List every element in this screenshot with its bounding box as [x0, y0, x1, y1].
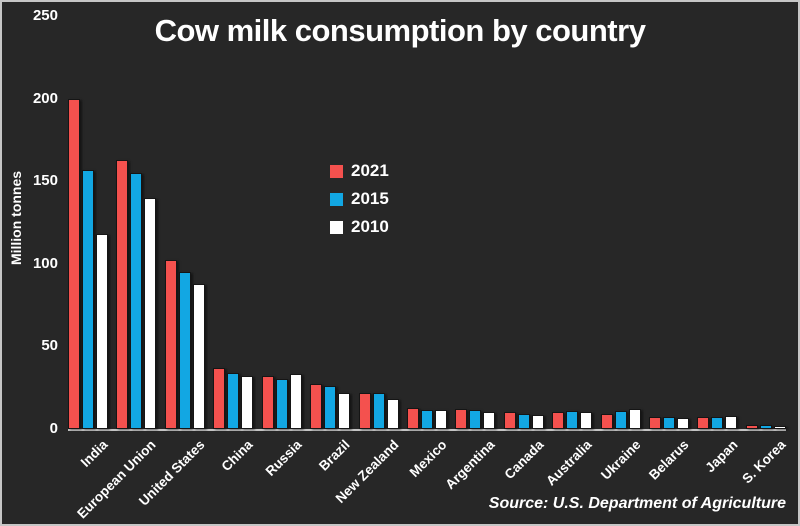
bar-group-s-korea: [745, 425, 786, 429]
bar-2010-ukraine: [628, 409, 641, 429]
bar-2015-china: [227, 373, 240, 429]
x-label-india: India: [77, 437, 111, 470]
x-label-european-union: European Union: [74, 437, 160, 522]
bar-2015-japan: [711, 417, 724, 429]
bar-2015-new-zealand: [372, 393, 385, 429]
bar-2015-united-states: [178, 272, 191, 429]
bar-2021-new-zealand: [358, 393, 371, 429]
x-label-china: China: [218, 437, 256, 475]
bar-2015-s-korea: [759, 425, 772, 429]
bar-2010-australia: [580, 412, 593, 429]
bar-group-japan: [697, 416, 738, 429]
bar-2021-argentina: [455, 409, 468, 429]
x-label-mexico: Mexico: [406, 437, 450, 480]
y-tick-50: 50: [41, 337, 58, 355]
legend-item-2021: 2021: [330, 162, 389, 180]
bar-2015-mexico: [420, 410, 433, 429]
bar-group-belarus: [649, 417, 690, 429]
bar-2010-new-zealand: [386, 399, 399, 429]
bar-group-ukraine: [600, 409, 641, 429]
legend-item-2015: 2015: [330, 190, 389, 208]
bar-2010-mexico: [434, 410, 447, 429]
source-note: Source: U.S. Department of Agriculture: [488, 495, 786, 512]
bar-2021-s-korea: [745, 425, 758, 429]
y-tick-150: 150: [32, 172, 58, 190]
bar-group-european-union: [116, 160, 157, 429]
chart-title: Cow milk consumption by country: [154, 13, 646, 48]
bar-group-argentina: [455, 409, 496, 429]
bar-2010-belarus: [677, 418, 690, 429]
bar-group-united-states: [164, 260, 205, 429]
legend-label-2021: 2021: [351, 161, 389, 180]
legend-item-2010: 2010: [330, 218, 389, 236]
plot-area: [68, 16, 786, 431]
legend-label-2010: 2010: [351, 217, 389, 236]
bar-2021-canada: [503, 412, 516, 429]
chart-legend: 2021 2015 2010: [330, 162, 389, 246]
y-tick-0: 0: [49, 420, 58, 437]
bar-2015-argentina: [469, 410, 482, 429]
legend-swatch-2010: [330, 220, 343, 234]
bar-2021-belarus: [649, 417, 662, 429]
x-label-brazil: Brazil: [316, 437, 353, 474]
bar-2010-india: [96, 234, 108, 429]
bar-2021-ukraine: [600, 414, 613, 429]
bar-2021-india: [68, 99, 80, 429]
bar-2015-russia: [275, 379, 288, 429]
bar-2021-mexico: [406, 408, 419, 429]
bar-2010-russia: [289, 374, 302, 429]
legend-swatch-2015: [330, 192, 343, 206]
x-label-united-states: United States: [135, 437, 208, 509]
x-label-new-zealand: New Zealand: [332, 437, 402, 506]
bar-2015-brazil: [324, 386, 337, 429]
bar-2015-ukraine: [614, 411, 627, 429]
bar-group-china: [213, 368, 254, 429]
bar-2015-canada: [517, 414, 530, 429]
bar-group-brazil: [310, 384, 351, 429]
bar-2021-china: [213, 368, 226, 429]
y-tick-100: 100: [32, 254, 58, 272]
bar-group-canada: [503, 412, 544, 429]
bar-2015-india: [82, 170, 94, 429]
bar-2010-canada: [531, 415, 544, 429]
bar-2015-australia: [566, 411, 579, 429]
bar-2021-brazil: [310, 384, 323, 429]
bar-2010-argentina: [483, 412, 496, 429]
bar-group-new-zealand: [358, 393, 399, 429]
bar-2010-european-union: [144, 198, 157, 429]
bar-group-india: [68, 99, 108, 429]
x-label-argentina: Argentina: [442, 437, 499, 493]
bar-group-russia: [261, 374, 302, 429]
bar-2021-united-states: [164, 260, 177, 429]
bar-2015-european-union: [130, 173, 143, 429]
y-tick-200: 200: [32, 89, 58, 107]
bar-2010-s-korea: [773, 426, 786, 429]
bar-2015-belarus: [663, 417, 676, 429]
legend-swatch-2021: [330, 164, 343, 178]
bar-2021-australia: [552, 412, 565, 429]
bar-2010-china: [241, 376, 254, 429]
y-tick-250: 250: [32, 7, 58, 24]
bar-2010-japan: [725, 416, 738, 429]
bar-2021-russia: [261, 376, 274, 429]
bar-2010-brazil: [338, 393, 351, 429]
bar-2021-european-union: [116, 160, 129, 429]
x-label-russia: Russia: [262, 437, 305, 479]
bar-group-australia: [552, 411, 593, 429]
bar-2010-united-states: [192, 284, 205, 429]
bar-group-mexico: [406, 408, 447, 429]
bar-2021-japan: [697, 417, 710, 429]
legend-label-2015: 2015: [351, 189, 389, 208]
